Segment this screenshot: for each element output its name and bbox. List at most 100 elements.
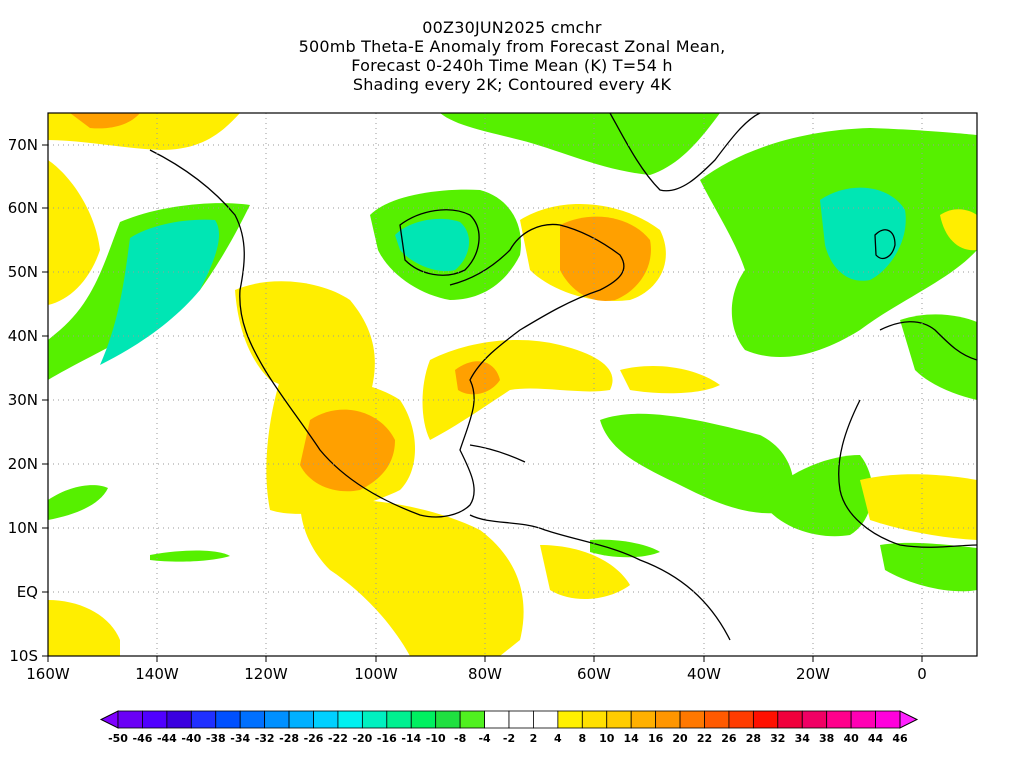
title-block: 00Z30JUN2025 cmchr 500mb Theta-E Anomaly… (0, 18, 1024, 94)
colorbar-label: -2 (503, 732, 515, 745)
colorbar-label: 20 (672, 732, 688, 745)
lon-label: 60W (577, 665, 611, 683)
colorbar-swatch (655, 710, 681, 729)
colorbar-swatch (679, 710, 705, 729)
title-line-1: 00Z30JUN2025 cmchr (422, 18, 602, 37)
colorbar-arrow-left (99, 710, 119, 729)
colorbar-swatch (875, 710, 901, 729)
coast-uk (874, 229, 896, 259)
lon-label: 140W (135, 665, 179, 683)
colorbar-label: 38 (819, 732, 834, 745)
colorbar-swatch (215, 710, 241, 729)
lon-label: 0 (917, 665, 927, 683)
colorbar-swatch (264, 710, 290, 729)
colorbar-label: 8 (578, 732, 586, 745)
lon-label: 100W (354, 665, 398, 683)
colorbar-swatch (630, 710, 657, 729)
colorbar-label: -38 (206, 732, 226, 745)
shade-teal-hudson (395, 218, 470, 272)
colorbar-swatch (166, 710, 192, 729)
shade-orange-mexico (300, 409, 395, 492)
colorbar-label: -28 (279, 732, 299, 745)
lon-label: 20W (796, 665, 830, 683)
colorbar-label: 16 (648, 732, 664, 745)
colorbar-label: -14 (401, 732, 421, 745)
shade-yellow-sa-north (540, 545, 630, 600)
colorbar-swatch (606, 710, 632, 729)
coast-greenland (609, 113, 761, 192)
colorbar-swatch (142, 710, 168, 729)
shade-orange-se-us (455, 361, 500, 395)
colorbar-label: -34 (230, 732, 250, 745)
map-frame (47, 112, 978, 657)
title-line-2: 500mb Theta-E Anomaly from Forecast Zona… (298, 37, 726, 56)
shade-green-europe (900, 314, 977, 400)
title-line-3: Forecast 0-240h Time Mean (K) T=54 h (351, 56, 673, 75)
colorbar-label: -26 (304, 732, 324, 745)
shade-yellow-arctic-west (48, 113, 240, 150)
colorbar-label: -32 (255, 732, 275, 745)
shade-green-arctic (440, 113, 720, 175)
colorbar-swatch (313, 710, 339, 729)
colorbar-label: 34 (795, 732, 811, 745)
coast-south-america (469, 514, 731, 641)
shade-green-epac2 (48, 485, 108, 520)
colorbar-swatch (704, 710, 730, 729)
coast-cuba (469, 444, 526, 463)
colorbar-swatch (850, 710, 876, 729)
anomaly-shading (48, 113, 977, 656)
shade-yellow-central-sa (300, 498, 524, 656)
colorbar-label: -16 (377, 732, 397, 745)
colorbar-swatch (239, 710, 266, 729)
lat-label: 30N (8, 391, 38, 409)
colorbar-label: 40 (843, 732, 859, 745)
shade-green-gulf-guinea (880, 542, 977, 592)
colorbar-swatch (826, 710, 852, 729)
colorbar-label: -10 (426, 732, 446, 745)
colorbar-label: -8 (454, 732, 466, 745)
colorbar-label: 10 (599, 732, 615, 745)
lat-label: 60N (8, 199, 38, 217)
colorbar-label: 2 (530, 732, 538, 745)
colorbar-swatch (557, 710, 583, 729)
lon-label: 80W (468, 665, 502, 683)
colorbar-swatch (386, 710, 412, 729)
shade-orange-arctic (70, 113, 140, 129)
colorbar-label: 14 (624, 732, 640, 745)
colorbar-swatch (190, 710, 217, 729)
colorbar: -50 -46 -44 -40 -38 -34 -32 -28 -26 -22 -20 -16 -14-… (99, 710, 919, 745)
lon-label: 160W (26, 665, 70, 683)
colorbar-swatch (288, 710, 314, 729)
colorbar-swatch (752, 710, 779, 729)
shade-green-epac (150, 550, 230, 562)
colorbar-swatch (361, 710, 388, 729)
shade-green-africa-west (760, 455, 873, 537)
colorbar-swatch (435, 710, 461, 729)
lat-label: 20N (8, 455, 38, 473)
colorbar-label: 32 (770, 732, 785, 745)
title-line-4: Shading every 2K; Contoured every 4K (352, 75, 672, 94)
shade-green-caribbean (590, 539, 660, 558)
shade-yellow-atl-mid (620, 365, 720, 394)
colorbar-label: 46 (892, 732, 908, 745)
colorbar-label: -4 (478, 732, 491, 745)
coast-north-america (149, 149, 625, 518)
lat-label: 50N (8, 263, 38, 281)
shade-yellow-us-west (235, 281, 375, 397)
lon-label: 120W (244, 665, 288, 683)
colorbar-label: -44 (157, 732, 177, 745)
coast-europe (879, 321, 977, 361)
shade-yellow-sw-pac (48, 600, 120, 656)
colorbar-label: 44 (868, 732, 884, 745)
lat-labels: 10S EQ 10N 20N 30N 40N 50N 60N 70N (8, 136, 38, 665)
lat-label: EQ (17, 583, 38, 601)
lat-label: 10S (9, 647, 38, 665)
shade-orange-canada-east (560, 216, 651, 301)
colorbar-swatch (533, 710, 559, 729)
colorbar-label: -50 (108, 732, 128, 745)
lat-label: 70N (8, 136, 38, 154)
colorbar-label: -40 (181, 732, 201, 745)
lon-label: 40W (687, 665, 721, 683)
colorbar-label: 28 (746, 732, 761, 745)
